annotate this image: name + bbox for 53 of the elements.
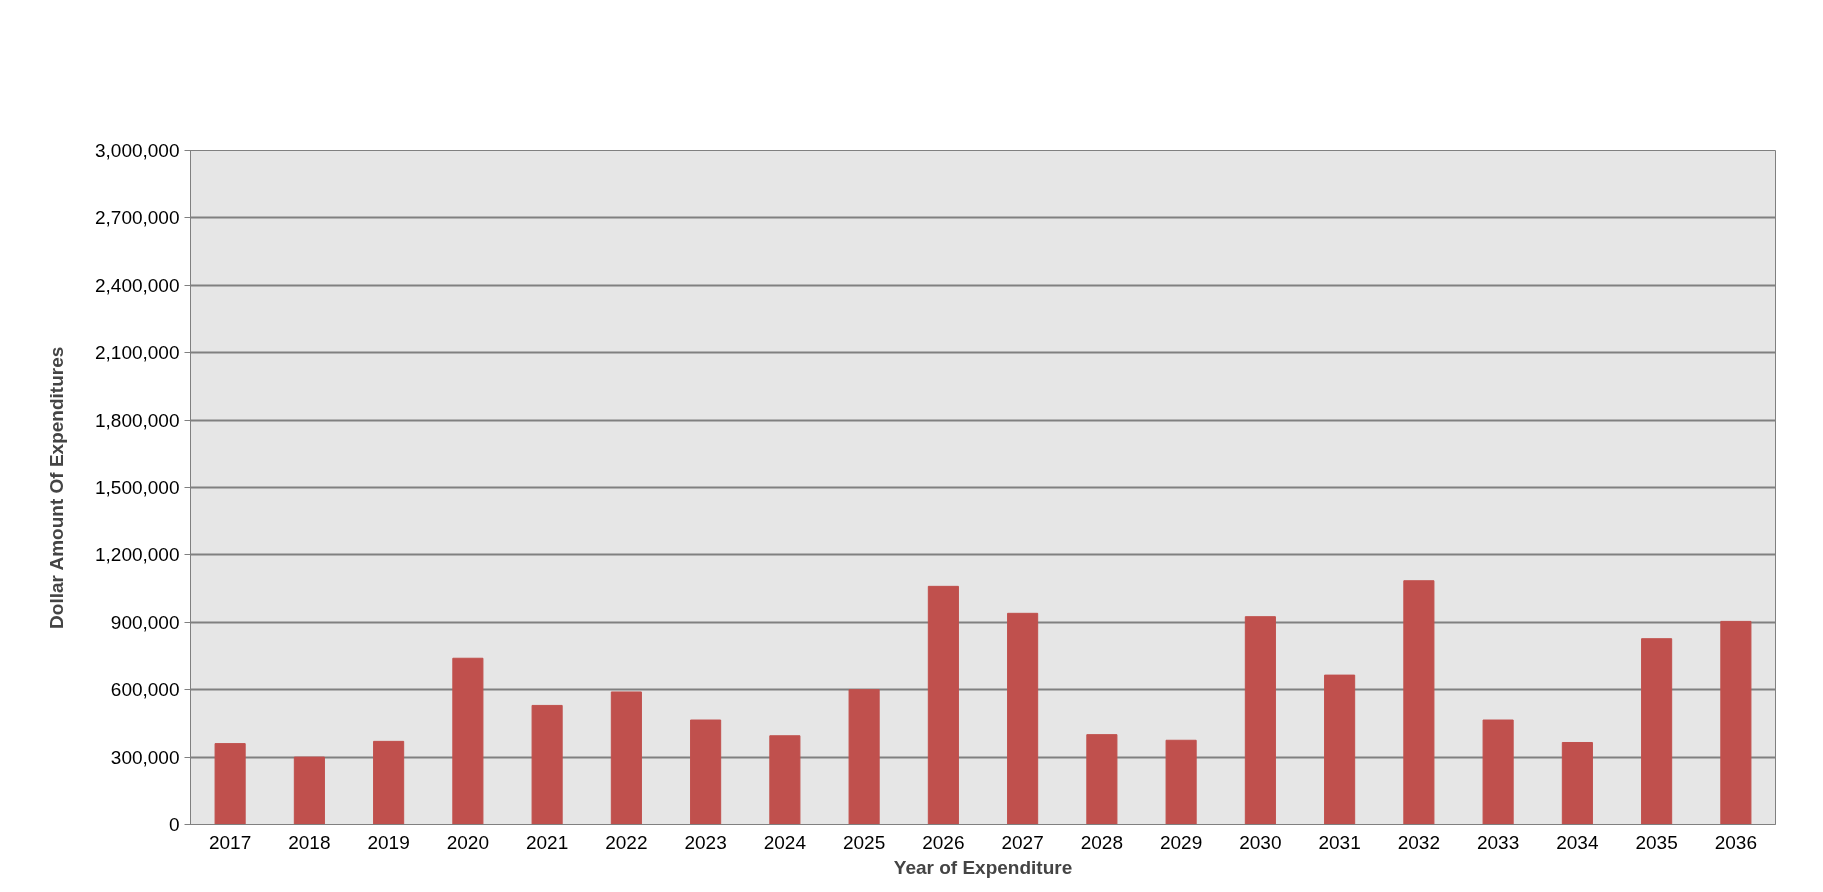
y-tick-label: 1,500,000 bbox=[94, 477, 180, 498]
x-tick-label: 2021 bbox=[525, 831, 569, 853]
y-tick-label: 2,700,000 bbox=[94, 207, 180, 229]
x-tick-label: 2031 bbox=[1318, 831, 1361, 853]
bar bbox=[452, 657, 484, 825]
bar bbox=[848, 689, 880, 825]
bar bbox=[1720, 620, 1752, 825]
x-tick-label: 2022 bbox=[605, 831, 648, 853]
bar bbox=[531, 704, 563, 825]
bar bbox=[1561, 742, 1593, 825]
bar bbox=[1007, 612, 1039, 825]
x-tick-label: 2034 bbox=[1556, 831, 1599, 853]
y-tick-label: 3,000,000 bbox=[94, 140, 180, 161]
y-axis-title: Dollar Amount Of Expenditures bbox=[45, 346, 67, 629]
x-tick-label: 2026 bbox=[922, 831, 965, 853]
x-tick-label: 2025 bbox=[842, 831, 886, 853]
x-tick-label: 2024 bbox=[763, 831, 807, 853]
y-tick-label: 900,000 bbox=[110, 611, 180, 633]
x-axis-title: Year of Expenditure bbox=[893, 856, 1073, 878]
y-tick-label: 300,000 bbox=[110, 746, 180, 768]
x-tick-label: 2035 bbox=[1635, 831, 1678, 853]
y-tick-label: 600,000 bbox=[110, 679, 180, 701]
bar bbox=[927, 585, 959, 825]
x-tick-label: 2020 bbox=[446, 831, 490, 853]
bar bbox=[1324, 674, 1356, 825]
bar bbox=[769, 735, 801, 825]
bar bbox=[690, 719, 722, 825]
bar bbox=[1482, 719, 1514, 825]
y-tick-label: 2,100,000 bbox=[94, 342, 180, 364]
bar bbox=[1403, 580, 1435, 825]
x-tick-label: 2036 bbox=[1714, 831, 1758, 853]
bar bbox=[293, 756, 325, 825]
x-tick-label: 2028 bbox=[1080, 831, 1124, 853]
x-tick-label: 2032 bbox=[1397, 831, 1441, 853]
bar bbox=[373, 740, 405, 825]
bar bbox=[1086, 734, 1118, 825]
y-tick-label: 1,800,000 bbox=[94, 409, 180, 431]
x-tick-label: 2033 bbox=[1476, 831, 1520, 853]
bar bbox=[214, 743, 246, 825]
x-tick-label: 2018 bbox=[288, 831, 331, 853]
x-tick-label: 2019 bbox=[367, 831, 410, 853]
x-tick-label: 2027 bbox=[1001, 831, 1044, 853]
x-tick-label: 2017 bbox=[208, 831, 252, 853]
bar bbox=[1165, 739, 1197, 825]
x-tick-label: 2029 bbox=[1159, 831, 1203, 853]
y-tick-label: 2,400,000 bbox=[94, 274, 180, 296]
x-tick-label: 2030 bbox=[1239, 831, 1282, 853]
bar bbox=[1641, 638, 1673, 825]
y-tick-label: 0 bbox=[168, 814, 180, 835]
bar bbox=[1244, 616, 1276, 825]
bar bbox=[610, 691, 642, 825]
x-tick-label: 2023 bbox=[684, 831, 727, 853]
y-tick-label: 1,200,000 bbox=[94, 544, 180, 566]
